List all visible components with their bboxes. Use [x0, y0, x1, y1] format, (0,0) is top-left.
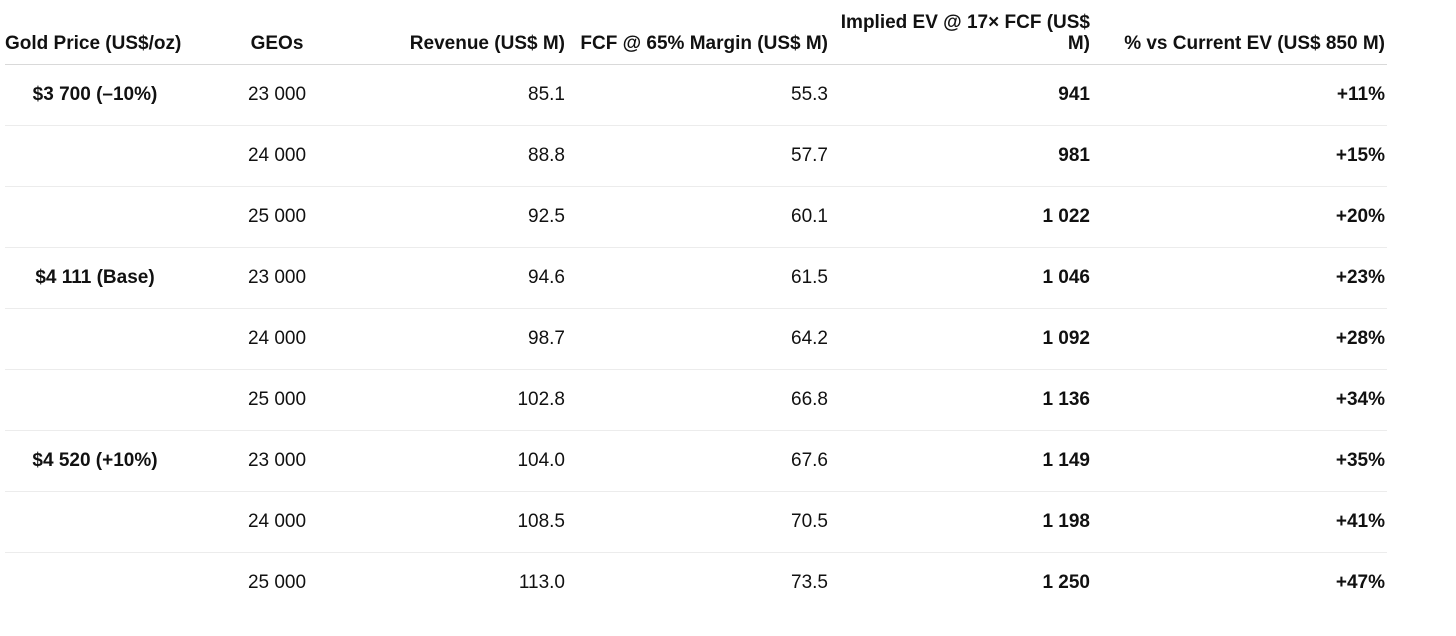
revenue-cell: 94.6: [369, 247, 567, 309]
implied-ev-cell: 941: [830, 64, 1092, 126]
fcf-cell: 66.8: [567, 369, 830, 431]
geos-cell: 23 000: [187, 430, 369, 492]
revenue-cell: 88.8: [369, 125, 567, 187]
fcf-cell: 73.5: [791, 572, 828, 593]
implied-ev-cell: 1 046: [830, 247, 1092, 309]
revenue-cell: 113.0: [518, 572, 565, 593]
gold-price-cell: [5, 369, 187, 431]
revenue-cell: 85.1: [369, 64, 567, 126]
fcf-cell: 60.1: [567, 186, 830, 248]
gold-price-cell: [5, 308, 187, 370]
revenue-cell: 104.0: [369, 430, 567, 492]
gold-price-cell: [5, 125, 187, 187]
geos-cell: 24 000: [187, 491, 369, 553]
fcf-cell: 70.5: [567, 491, 830, 553]
header-revenue: Revenue (US$ M): [369, 0, 567, 65]
pct-vs-ev-cell: +35%: [1092, 430, 1387, 492]
table-row: 25 000 113.0 73.5 1 250 +47%: [5, 553, 1387, 614]
table-row: 24 000 108.5 70.5 1 198 +41%: [5, 491, 1387, 553]
fcf-cell: 67.6: [567, 430, 830, 492]
header-geos: GEOs: [187, 0, 369, 65]
pct-vs-ev-cell: +15%: [1092, 125, 1387, 187]
table-header: Gold Price (US$/oz) GEOs Revenue (US$ M)…: [5, 0, 1387, 65]
gold-price-cell: $4 111 (Base): [5, 247, 187, 309]
table-row: 25 000 92.5 60.1 1 022 +20%: [5, 186, 1387, 248]
gold-price-cell: $4 520 (+10%): [5, 430, 187, 492]
pct-vs-ev-cell: +28%: [1092, 308, 1387, 370]
implied-ev-cell: 981: [830, 125, 1092, 187]
geos-cell: 23 000: [187, 64, 369, 126]
pct-vs-ev-cell: +41%: [1092, 491, 1387, 553]
gold-price-cell: $3 700 (–10%): [5, 64, 187, 126]
pct-vs-ev-cell: +34%: [1092, 369, 1387, 431]
geos-cell: 25 000: [187, 369, 369, 431]
table-row: $3 700 (–10%) 23 000 85.1 55.3 941 +11%: [5, 64, 1387, 126]
table-row: 24 000 88.8 57.7 981 +15%: [5, 125, 1387, 187]
pct-vs-ev-cell: +11%: [1092, 64, 1387, 126]
fcf-cell: 55.3: [567, 64, 830, 126]
revenue-cell: 98.7: [369, 308, 567, 370]
gold-price-cell: [5, 186, 187, 248]
header-row: Gold Price (US$/oz) GEOs Revenue (US$ M)…: [5, 0, 1387, 65]
table-row: 25 000 102.8 66.8 1 136 +34%: [5, 369, 1387, 431]
header-implied-ev: Implied EV @ 17× FCF (US$ M): [830, 0, 1092, 65]
geos-cell: 25 000: [187, 186, 369, 248]
sensitivity-table: Gold Price (US$/oz) GEOs Revenue (US$ M)…: [5, 0, 1387, 613]
pct-vs-ev-cell: +47%: [1335, 572, 1385, 593]
gold-price-cell: [5, 553, 187, 614]
table-body: $3 700 (–10%) 23 000 85.1 55.3 941 +11% …: [5, 64, 1387, 614]
header-pct-vs-ev: % vs Current EV (US$ 850 M): [1092, 0, 1387, 65]
revenue-cell: 108.5: [369, 491, 567, 553]
geos-cell: 23 000: [187, 247, 369, 309]
header-fcf: FCF @ 65% Margin (US$ M): [567, 0, 830, 65]
implied-ev-cell: 1 149: [830, 430, 1092, 492]
geos-cell: 25 000: [247, 572, 307, 593]
pct-vs-ev-cell: +23%: [1092, 247, 1387, 309]
fcf-cell: 57.7: [567, 125, 830, 187]
pct-vs-ev-cell: +20%: [1092, 186, 1387, 248]
gold-price-cell: [5, 491, 187, 553]
fcf-cell: 64.2: [567, 308, 830, 370]
revenue-cell: 102.8: [369, 369, 567, 431]
geos-cell: 24 000: [187, 125, 369, 187]
implied-ev-cell: 1 250: [1042, 572, 1090, 593]
table-row: 24 000 98.7 64.2 1 092 +28%: [5, 308, 1387, 370]
implied-ev-cell: 1 136: [830, 369, 1092, 431]
geos-cell: 24 000: [187, 308, 369, 370]
table-row: $4 111 (Base) 23 000 94.6 61.5 1 046 +23…: [5, 247, 1387, 309]
fcf-cell: 61.5: [567, 247, 830, 309]
implied-ev-cell: 1 198: [830, 491, 1092, 553]
table-row: $4 520 (+10%) 23 000 104.0 67.6 1 149 +3…: [5, 430, 1387, 492]
implied-ev-cell: 1 092: [830, 308, 1092, 370]
implied-ev-cell: 1 022: [830, 186, 1092, 248]
header-gold-price: Gold Price (US$/oz): [5, 0, 187, 65]
revenue-cell: 92.5: [369, 186, 567, 248]
